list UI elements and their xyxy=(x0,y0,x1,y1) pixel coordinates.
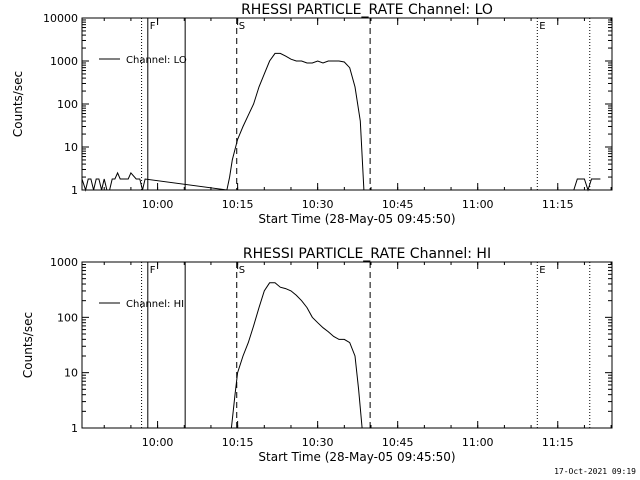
series-line xyxy=(230,282,363,429)
y-tick-label: 100 xyxy=(57,311,78,324)
plot-frame xyxy=(81,261,613,429)
x-tick-label: 10:15 xyxy=(222,198,254,211)
x-tick-label: 10:30 xyxy=(302,198,334,211)
y-tick-label: 1000 xyxy=(50,256,78,269)
x-tick-label: 10:15 xyxy=(222,436,254,449)
y-tick-label: 100 xyxy=(57,98,78,111)
chart-panel-hi: RHESSI PARTICLE_RATE Channel: HI 1 10 100 10… xyxy=(21,246,613,464)
series-line xyxy=(81,52,601,192)
x-tick-label: 11:15 xyxy=(542,198,574,211)
marker-label: E xyxy=(539,21,545,32)
y-tick-label: 1 xyxy=(71,184,78,197)
legend-label: Channel: HI xyxy=(126,299,184,310)
y-tick-label: 1000 xyxy=(50,55,78,68)
marker-label: S xyxy=(239,21,245,32)
y-tick-label: 10 xyxy=(64,367,78,380)
x-tick-label: 10:00 xyxy=(142,198,174,211)
y-tick-label: 1 xyxy=(71,422,78,435)
chart-panel-lo: RHESSI PARTICLE_RATE Channel: LO 1 10 100 10… xyxy=(11,2,613,226)
x-tick-label: 10:45 xyxy=(382,198,414,211)
x-tick-label: 10:00 xyxy=(142,436,174,449)
y-axis-label: Counts/sec xyxy=(21,312,35,378)
x-axis-label: Start Time (28-May-05 09:45:50) xyxy=(258,450,455,464)
marker-label: F xyxy=(150,21,156,32)
marker-label: F xyxy=(150,265,156,276)
y-axis-label: Counts/sec xyxy=(11,71,25,137)
y-tick-label: 10000 xyxy=(43,12,78,25)
x-tick-label: 10:30 xyxy=(302,436,334,449)
chart-title: RHESSI PARTICLE_RATE Channel: HI xyxy=(243,246,491,262)
marker-label: S xyxy=(239,265,245,276)
legend-label: Channel: LO xyxy=(126,55,187,66)
plot-frame xyxy=(81,17,613,191)
timestamp: 17-Oct-2021 09:19 xyxy=(554,467,636,476)
x-tick-label: 11:15 xyxy=(542,436,574,449)
x-tick-label: 10:45 xyxy=(382,436,414,449)
x-tick-label: 11:00 xyxy=(462,436,494,449)
chart-title: RHESSI PARTICLE_RATE Channel: LO xyxy=(241,2,493,18)
marker-label: E xyxy=(539,265,545,276)
x-axis-label: Start Time (28-May-05 09:45:50) xyxy=(258,212,455,226)
x-tick-label: 11:00 xyxy=(462,198,494,211)
y-tick-label: 10 xyxy=(64,141,78,154)
